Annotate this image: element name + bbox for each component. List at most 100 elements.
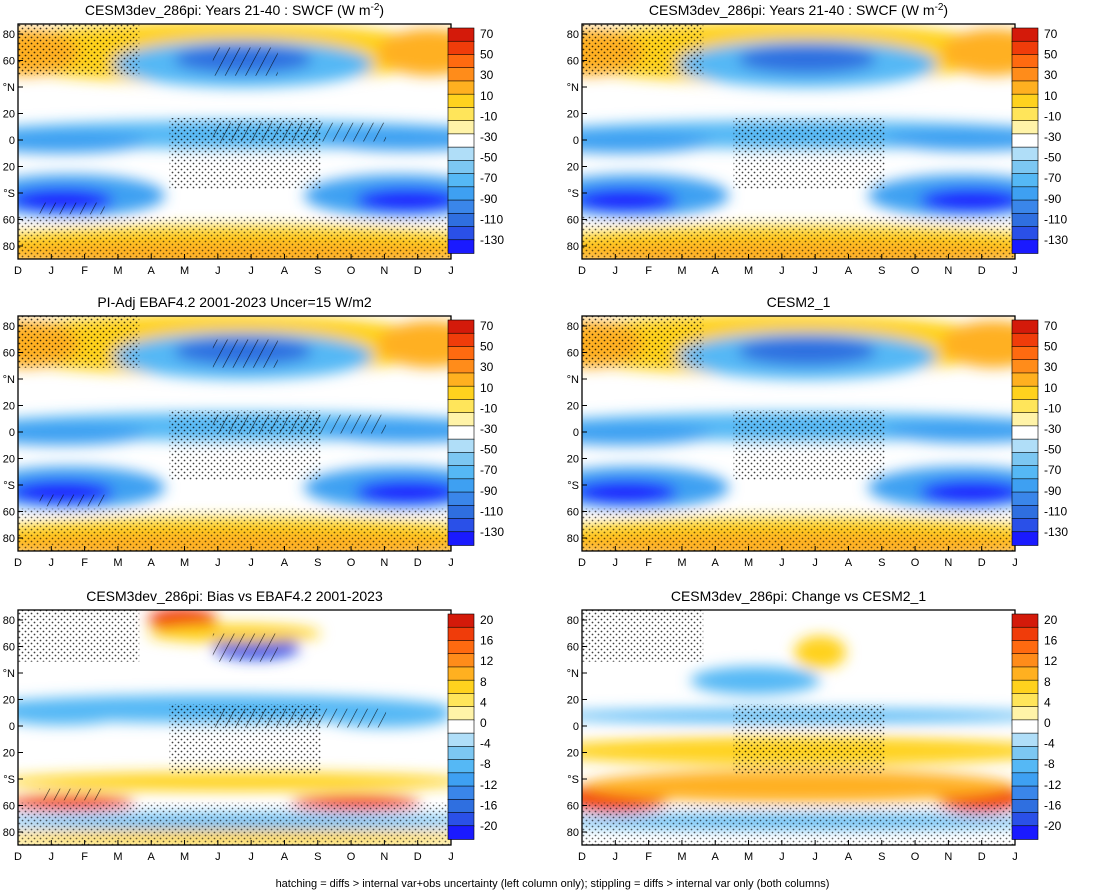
contour-region	[794, 635, 847, 669]
colorbar-label: -90	[1044, 484, 1062, 498]
colorbar-segment	[447, 27, 475, 43]
colorbar-label: 16	[1044, 634, 1058, 648]
contour-region	[885, 419, 1015, 443]
y-tick-label: 80	[567, 533, 579, 545]
y-tick-label: 80	[3, 533, 15, 545]
x-tick-label: J	[613, 265, 619, 277]
x-tick-label: J	[1012, 851, 1018, 863]
colorbar-segment	[447, 825, 475, 840]
colorbar-segment	[447, 346, 475, 361]
colorbar-segment	[1011, 504, 1039, 520]
colorbar-segment	[1011, 173, 1039, 188]
colorbar: 70 50 30 10 -10 -30 -50 -70 -90 -110 -130	[447, 27, 504, 254]
stippling	[733, 118, 886, 189]
x-tick-label: M	[744, 851, 753, 863]
colorbar-segment	[447, 746, 475, 761]
colorbar-label: 10	[480, 89, 494, 103]
stippling	[582, 316, 704, 368]
colorbar-label: 30	[1044, 360, 1058, 374]
x-tick-label: A	[148, 265, 156, 277]
colorbar-segment	[447, 759, 475, 774]
colorbar-segment	[1011, 732, 1039, 748]
y-tick-label: 0	[9, 427, 15, 439]
x-tick-label: O	[911, 557, 920, 569]
x-tick-label: M	[744, 557, 753, 569]
x-tick-label: J	[779, 851, 785, 863]
y-tick-label: 20	[567, 748, 579, 760]
panel-title: CESM3dev_286pi: Years 21-40 : SWCF (W m-…	[85, 2, 384, 18]
chart-panel-4: CESM2_1 80 60 °N 20 0 20 °S 60 80 D J F M A M J J A S O N D J 70…	[567, 294, 1069, 569]
hatching	[39, 494, 105, 507]
colorbar: 70 50 30 10 -10 -30 -50 -70 -90 -110 -130	[1011, 27, 1068, 254]
contour-region	[18, 129, 148, 154]
x-tick-label: M	[744, 265, 753, 277]
colorbar-label: 10	[1044, 89, 1058, 103]
colorbar-segment	[447, 359, 475, 374]
stippling	[18, 316, 140, 368]
x-tick-label: J	[215, 557, 221, 569]
stippling	[733, 410, 886, 481]
y-tick-label: 20	[3, 454, 15, 466]
colorbar-segment	[447, 372, 475, 387]
contour-region	[582, 129, 712, 154]
colorbar-segment	[1011, 491, 1039, 507]
colorbar-segment	[1011, 226, 1039, 241]
contour-region	[737, 45, 877, 74]
chart-panel-5: CESM3dev_286pi: Bias vs EBAF4.2 2001-202…	[3, 588, 498, 863]
hatching	[212, 47, 278, 76]
colorbar-segment	[447, 798, 475, 814]
x-tick-label: M	[113, 557, 122, 569]
x-tick-label: S	[878, 851, 885, 863]
x-tick-label: J	[812, 851, 818, 863]
colorbar-segment	[447, 107, 475, 122]
hatching	[212, 339, 278, 368]
colorbar-label: -110	[480, 504, 503, 518]
colorbar-segment	[447, 653, 475, 668]
x-tick-label: S	[314, 557, 321, 569]
contour-region	[355, 480, 451, 504]
x-tick-label: S	[878, 557, 885, 569]
colorbar-segment	[1011, 693, 1039, 708]
colorbar-segment	[1011, 438, 1039, 454]
colorbar-segment	[447, 146, 475, 162]
x-tick-label: D	[978, 557, 986, 569]
x-tick-label: J	[448, 557, 454, 569]
colorbar-label: 16	[480, 634, 494, 648]
x-tick-label: A	[148, 557, 156, 569]
y-tick-label: 60	[567, 56, 579, 68]
y-tick-label: °N	[3, 668, 15, 680]
colorbar-segment	[447, 465, 475, 480]
colorbar-segment	[1011, 372, 1039, 387]
y-tick-label: 80	[3, 29, 15, 41]
colorbar-segment	[1011, 719, 1039, 734]
contour-region	[582, 421, 712, 446]
x-tick-label: J	[448, 851, 454, 863]
hatching	[39, 788, 105, 801]
colorbar-label: -16	[1044, 798, 1062, 812]
contour-region	[18, 772, 451, 791]
x-tick-label: J	[779, 557, 785, 569]
colorbar-segment	[1011, 640, 1039, 655]
x-tick-label: J	[812, 557, 818, 569]
colorbar-label: 20	[480, 613, 494, 627]
y-tick-label: 60	[567, 348, 579, 360]
x-tick-label: N	[944, 851, 952, 863]
colorbar-label: -90	[480, 484, 498, 498]
colorbar-segment	[447, 133, 475, 148]
colorbar-segment	[447, 173, 475, 188]
colorbar-segment	[447, 666, 475, 681]
colorbar-label: 70	[480, 27, 494, 41]
colorbar: 20 16 12 8 4 0 -4 -8 -12 -16 -20	[447, 613, 498, 840]
x-tick-label: F	[81, 265, 88, 277]
plot-area	[18, 610, 451, 845]
y-tick-label: 20	[3, 401, 15, 413]
colorbar-segment	[1011, 120, 1039, 135]
colorbar-segment	[447, 40, 475, 56]
x-tick-label: M	[677, 265, 686, 277]
x-tick-label: A	[845, 557, 853, 569]
y-tick-label: 0	[9, 721, 15, 733]
x-tick-label: J	[613, 557, 619, 569]
colorbar-segment	[447, 812, 475, 827]
colorbar-label: -70	[1044, 171, 1062, 185]
colorbar-segment	[1011, 452, 1039, 467]
